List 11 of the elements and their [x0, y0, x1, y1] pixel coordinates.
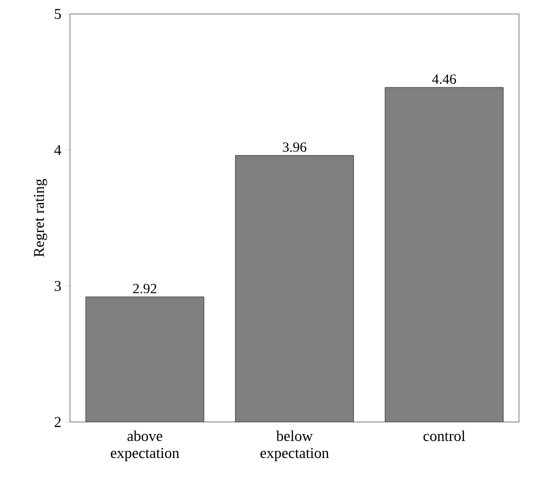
y-tick-label: 4 — [54, 145, 62, 155]
x-tick-label: below expectation — [260, 430, 329, 462]
data-label: 2.92 — [133, 284, 156, 294]
y-tick-label: 5 — [54, 9, 61, 19]
x-tick-label: above expectation — [110, 430, 180, 462]
y-axis-title: Regret rating — [34, 178, 48, 257]
x-tick-label: control — [423, 430, 466, 442]
data-label: 3.96 — [282, 142, 306, 152]
y-tick-label: 3 — [54, 280, 61, 292]
y-tick-label: 2 — [54, 417, 61, 427]
data-label: 4.46 — [432, 74, 456, 84]
